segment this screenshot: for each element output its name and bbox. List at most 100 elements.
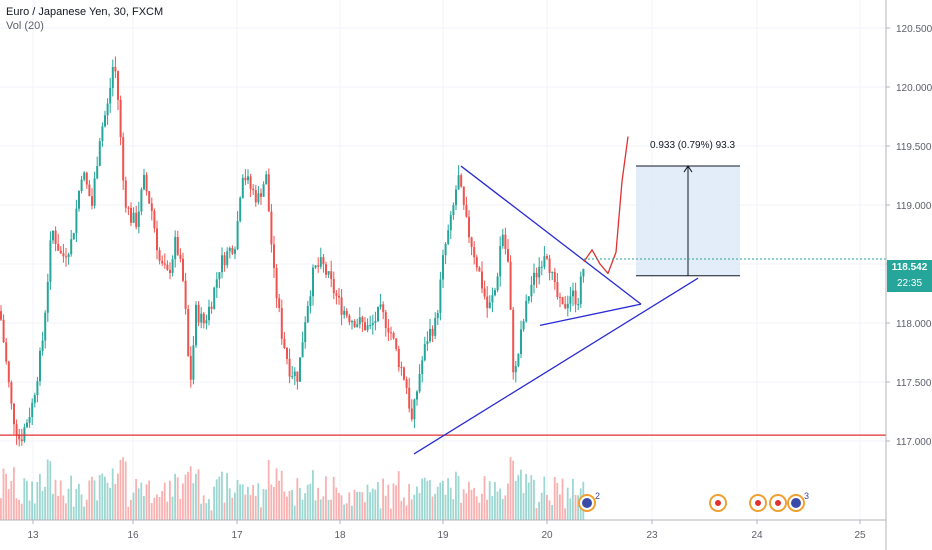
candle-body [351, 320, 353, 323]
volume-bar [325, 476, 327, 520]
volume-bar [119, 459, 122, 520]
candle-body [527, 296, 530, 301]
candle-body [449, 215, 452, 231]
volume-bar [566, 487, 569, 520]
candle-body [132, 212, 135, 223]
volume-bar [460, 502, 462, 520]
candle-body [382, 304, 385, 313]
volume-bar [171, 496, 174, 520]
candle-body [457, 175, 460, 190]
candle-body [208, 306, 210, 321]
candle-body [353, 320, 356, 327]
candle-body [36, 381, 39, 396]
volume-bar [340, 495, 343, 520]
candle-body [413, 399, 416, 420]
candle-body [41, 340, 44, 351]
volume-bar [221, 471, 223, 520]
candle-body [553, 271, 556, 283]
price-tick-label: 118.000 [896, 319, 932, 330]
candle-body [140, 189, 143, 212]
volume-bar [299, 487, 301, 520]
candle-body [460, 175, 463, 187]
globe-event-icon[interactable]: 3 [787, 491, 809, 512]
volume-bar [358, 491, 361, 520]
volume-bar [520, 469, 522, 520]
candle-body [436, 313, 439, 319]
candle-body [447, 230, 450, 245]
candle-body [332, 279, 335, 294]
candlesticks [0, 56, 585, 447]
candle-body [137, 211, 140, 227]
event-count: 3 [804, 491, 809, 501]
volume-legend[interactable]: Vol (20) [6, 20, 44, 32]
volume-bar [28, 500, 31, 520]
volume-bar [304, 493, 306, 520]
candle-body [301, 342, 304, 358]
volume-bar [369, 492, 371, 520]
volume-bar [514, 480, 517, 520]
time-tick-label: 25 [854, 530, 866, 541]
volume-bar [117, 473, 119, 520]
candle-body [215, 279, 218, 288]
candle-body [535, 272, 538, 278]
volume-bar [59, 480, 62, 520]
flag-event-icon[interactable] [749, 494, 767, 512]
candle-body [569, 296, 572, 304]
volume-bar [265, 489, 267, 520]
volume-bar [442, 480, 444, 520]
globe-event-icon[interactable]: 2 [578, 491, 600, 512]
time-tick-label: 19 [437, 530, 449, 541]
candle-body [377, 306, 379, 322]
volume-bar [397, 471, 400, 520]
candle-body [556, 282, 559, 298]
flag-event-icon[interactable] [769, 494, 787, 512]
candle-body [44, 312, 47, 341]
volume-bar [223, 502, 226, 520]
volume-bar [447, 478, 449, 520]
volume-bar [31, 481, 33, 520]
price-tick-label: 120.000 [896, 83, 932, 94]
candle-body [309, 296, 312, 306]
candle-body [23, 427, 26, 442]
volume-bar [72, 506, 75, 520]
volume-bar [379, 508, 382, 520]
candle-body [494, 290, 496, 296]
triangle-upper-line [460, 165, 642, 305]
volume-bar [535, 508, 538, 520]
volume-bar [314, 500, 317, 520]
candle-body [543, 256, 546, 267]
candle-body [166, 264, 169, 270]
candle-body [314, 265, 317, 268]
volume-bar [124, 461, 127, 520]
candle-body [80, 179, 83, 191]
candle-body [189, 355, 192, 380]
volume-bar [335, 487, 338, 520]
volume-bar [104, 476, 106, 520]
volume-bar [319, 499, 322, 520]
candle-body [223, 255, 226, 266]
time-tick-label: 17 [231, 530, 243, 541]
volume-bar [109, 487, 111, 520]
volume-bar [465, 493, 468, 520]
volume-bar [525, 473, 527, 520]
volume-bar [10, 480, 13, 520]
volume-bar [504, 495, 507, 520]
volume-bar [509, 457, 512, 520]
volume-bar [148, 480, 150, 520]
candle-body [465, 204, 468, 217]
candle-body [582, 268, 585, 277]
volume-bar [26, 480, 28, 520]
volume-bar [366, 484, 369, 520]
candle-body [109, 88, 112, 104]
volume-bar [439, 482, 442, 520]
symbol-legend[interactable]: Euro / Japanese Yen, 30, FXCM [6, 6, 164, 18]
volume-bar [101, 473, 104, 520]
candle-body [260, 193, 262, 197]
time-tick-label: 16 [127, 530, 139, 541]
flag-event-icon[interactable] [709, 494, 727, 512]
candle-body [387, 328, 390, 333]
volume-bar [218, 476, 221, 520]
